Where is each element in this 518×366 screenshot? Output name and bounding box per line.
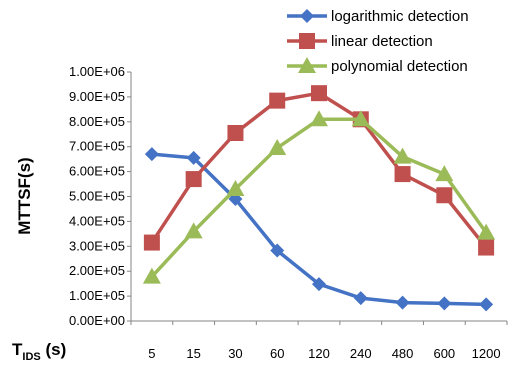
- y-tick-label: 8.00E+05: [69, 114, 125, 129]
- data-point-diamond: [479, 297, 494, 312]
- data-point-triangle: [184, 222, 203, 239]
- legend-item: linear detection: [287, 33, 433, 50]
- y-tick-label: 5.00E+05: [69, 189, 125, 204]
- y-tick-label: 0.00E+00: [69, 313, 125, 328]
- x-tick-label: 120: [308, 346, 330, 361]
- data-point-triangle: [393, 147, 412, 164]
- data-point-square: [269, 92, 286, 109]
- legend-label: logarithmic detection: [331, 8, 469, 25]
- data-point-triangle: [351, 110, 370, 127]
- x-axis-tick-labels: 5 15 30 60 120 240 480 600 1200: [130, 321, 508, 361]
- data-point-square: [311, 85, 327, 102]
- legend-marker-diamond: [300, 9, 314, 23]
- data-point-diamond: [270, 243, 285, 258]
- legend-item: polynomial detection: [287, 57, 468, 75]
- data-point-square: [227, 125, 244, 142]
- y-tick-label: 7.00E+05: [69, 139, 125, 154]
- data-point-triangle: [142, 267, 161, 284]
- series-line: [150, 117, 488, 278]
- data-point-triangle: [268, 138, 287, 155]
- x-axis-title-suffix: (s): [41, 340, 67, 359]
- data-point-diamond: [353, 291, 368, 306]
- x-tick-label: 30: [228, 346, 242, 361]
- series-triangle: [142, 110, 496, 284]
- series-layer: [142, 85, 496, 312]
- data-point-square: [436, 187, 453, 204]
- data-point-triangle: [435, 165, 454, 182]
- series-diamond: [144, 147, 494, 312]
- data-point-triangle: [477, 223, 496, 240]
- x-tick-label: 1200: [472, 346, 501, 361]
- y-axis-title: MTTSF(s): [15, 157, 34, 234]
- x-axis-title-main: T: [12, 340, 23, 359]
- data-point-diamond: [437, 296, 452, 311]
- data-point-diamond: [312, 277, 326, 292]
- data-point-diamond: [186, 150, 201, 165]
- data-point-triangle: [310, 110, 328, 127]
- data-point-square: [143, 234, 160, 251]
- legend-label: linear detection: [331, 33, 433, 50]
- y-tick-label: 9.00E+05: [69, 89, 125, 104]
- x-axis-title-sub: IDS: [22, 351, 40, 363]
- x-tick-label: 60: [270, 346, 284, 361]
- data-point-diamond: [144, 147, 159, 162]
- data-point-square: [185, 171, 202, 188]
- data-point-diamond: [395, 295, 410, 310]
- legend: logarithmic detection linear detection pol…: [287, 8, 469, 75]
- y-tick-label: 1.00E+05: [69, 288, 125, 303]
- data-point-square: [478, 239, 495, 256]
- x-tick-label: 15: [186, 346, 200, 361]
- legend-marker-triangle: [298, 57, 316, 73]
- x-tick-label: 240: [350, 346, 372, 361]
- y-tick-label: 2.00E+05: [69, 263, 125, 278]
- x-tick-label: 600: [433, 346, 455, 361]
- legend-label: polynomial detection: [331, 58, 468, 75]
- y-axis-tick-labels: 0.00E+00 1.00E+05 2.00E+05 3.00E+05 4.00E+05…: [69, 64, 131, 328]
- legend-marker-square: [299, 33, 315, 49]
- x-tick-label: 5: [148, 346, 155, 361]
- y-tick-label: 4.00E+05: [69, 213, 125, 228]
- data-point-square: [394, 166, 411, 183]
- y-tick-label: 6.00E+05: [69, 164, 125, 179]
- legend-item: logarithmic detection: [287, 8, 469, 25]
- y-tick-label: 3.00E+05: [69, 238, 125, 253]
- x-axis-title: TIDS (s): [12, 340, 66, 363]
- x-tick-label: 480: [392, 346, 414, 361]
- y-tick-label: 1.00E+06: [69, 64, 125, 79]
- data-point-triangle: [226, 180, 245, 197]
